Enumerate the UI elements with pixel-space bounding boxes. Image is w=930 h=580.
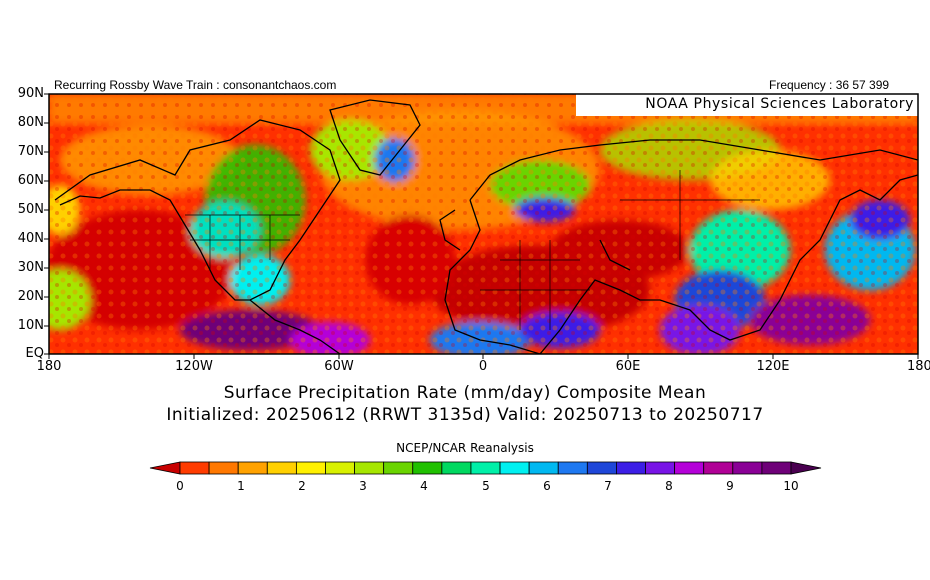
- colorbar-label-4: 4: [420, 479, 428, 493]
- lat-label-40n: 40N: [17, 231, 44, 246]
- colorbar-swatch: [354, 461, 385, 475]
- colorbar-swatch: [732, 461, 763, 475]
- colorbar-label-2: 2: [298, 479, 306, 493]
- colorbar-swatch: [761, 461, 792, 475]
- latitude-labels: 90N 80N 70N 60N 50N 40N 30N 20N 10N EQ: [0, 0, 44, 580]
- lon-label-180w: 180: [36, 359, 62, 374]
- colorbar-swatch: [383, 461, 414, 475]
- colorbar-swatch: [266, 461, 297, 475]
- title-line-2: Initialized: 20250612 (RRWT 3135d) Valid…: [166, 405, 764, 425]
- header-right-text: Frequency : 36 57 399: [769, 78, 890, 92]
- lat-label-eq: EQ: [25, 346, 44, 361]
- lon-label-60e: 60E: [615, 359, 641, 374]
- lat-label-10n: 10N: [17, 318, 44, 333]
- colorbar-swatch: [295, 461, 326, 475]
- colorbar-swatch: [470, 461, 501, 475]
- lon-label-0: 0: [478, 359, 488, 374]
- colorbar-swatch: [179, 461, 210, 475]
- lon-label-120e: 120E: [756, 359, 790, 374]
- colorbar-swatch: [441, 461, 472, 475]
- lon-label-180e: 180: [907, 359, 930, 374]
- header-left-text: Recurring Rossby Wave Train : consonantc…: [54, 78, 337, 92]
- colorbar-swatch: [557, 461, 588, 475]
- lat-label-90n: 90N: [17, 86, 44, 101]
- colorbar-swatch: [412, 461, 443, 475]
- lat-label-80n: 80N: [17, 115, 44, 130]
- colorbar-swatch: [645, 461, 676, 475]
- lon-label-120w: 120W: [175, 359, 213, 374]
- lat-label-50n: 50N: [17, 202, 44, 217]
- lat-label-30n: 30N: [17, 260, 44, 275]
- title-line-1: Surface Precipitation Rate (mm/day) Comp…: [223, 383, 707, 403]
- colorbar-label-5: 5: [482, 479, 490, 493]
- colorbar-high-arrow: [790, 461, 822, 475]
- source-label: NOAA Physical Sciences Laboratory: [645, 96, 914, 112]
- colorbar-label-7: 7: [604, 479, 612, 493]
- colorbar-swatch: [528, 461, 559, 475]
- reanalysis-label: NCEP/NCAR Reanalysis: [396, 441, 534, 455]
- colorbar-swatch: [499, 461, 530, 475]
- colorbar-swatch: [586, 461, 617, 475]
- lon-label-60w: 60W: [324, 359, 354, 374]
- colorbar-label-1: 1: [237, 479, 245, 493]
- colorbar-swatch: [237, 461, 268, 475]
- colorbar-label-0: 0: [176, 479, 184, 493]
- colorbar-swatch: [325, 461, 355, 475]
- precipitation-field: [49, 94, 918, 354]
- colorbar-label-10: 10: [783, 479, 799, 493]
- lat-label-60n: 60N: [17, 173, 44, 188]
- colorbar-label-6: 6: [543, 479, 551, 493]
- colorbar-low-arrow: [149, 461, 181, 475]
- colorbar-swatch: [208, 461, 239, 475]
- lat-label-70n: 70N: [17, 144, 44, 159]
- colorbar-swatch: [703, 461, 734, 475]
- lat-label-20n: 20N: [17, 289, 44, 304]
- source-label-box: [576, 94, 918, 116]
- colorbar-label-3: 3: [359, 479, 367, 493]
- colorbar-label-9: 9: [726, 479, 734, 493]
- colorbar-label-8: 8: [665, 479, 673, 493]
- colorbar-swatch: [674, 461, 705, 475]
- colorbar-swatch: [616, 461, 646, 475]
